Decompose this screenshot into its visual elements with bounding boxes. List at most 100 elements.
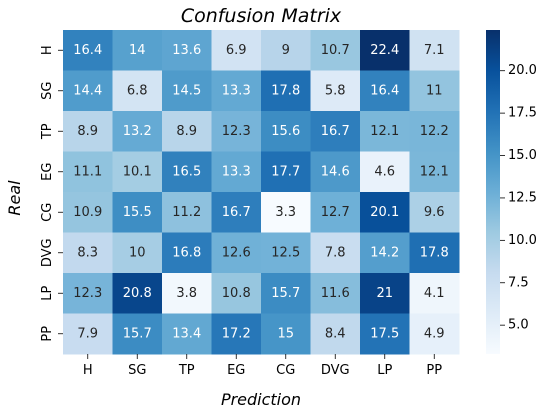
heatmap-cell (360, 192, 410, 233)
x-axis-label: Prediction (221, 390, 301, 409)
heatmap-cell (360, 232, 410, 274)
cell-value-label: 12.1 (420, 164, 449, 179)
heatmap-cell (409, 192, 460, 233)
heatmap-cell (261, 273, 311, 314)
heatmap-cell (211, 151, 262, 193)
heatmap-cell (112, 273, 163, 314)
heatmap-cell (261, 30, 311, 71)
heatmap-cell (112, 232, 163, 274)
y-tick-label: LP (40, 286, 55, 301)
chart-title: Confusion Matrix (181, 5, 342, 27)
cell-value-label: 7.8 (325, 245, 346, 260)
x-tick-label: SG (128, 363, 146, 378)
heatmap-cell (211, 111, 262, 152)
heatmap-cell (360, 273, 410, 314)
cell-value-label: 20.1 (370, 205, 399, 220)
colorbar-tick-label: 10.0 (508, 233, 537, 248)
cell-value-label: 8.9 (77, 124, 98, 139)
cell-value-label: 16.4 (370, 83, 399, 98)
heatmap-cell (211, 192, 262, 233)
x-tick-label: CG (276, 363, 295, 378)
heatmap-cell (360, 151, 410, 193)
cell-value-label: 10.9 (73, 205, 102, 220)
heatmap-cell (261, 313, 311, 355)
cell-value-label: 9 (282, 43, 290, 58)
cell-value-label: 3.3 (275, 205, 296, 220)
heatmap-cell (211, 30, 262, 71)
x-tick-label: H (83, 363, 93, 378)
cell-value-label: 12.3 (73, 286, 102, 301)
heatmap-cell (211, 313, 262, 355)
heatmap-cell (261, 151, 311, 193)
cell-value-label: 14.6 (321, 164, 350, 179)
heatmap-cell (211, 232, 262, 274)
cell-value-label: 11.1 (73, 164, 102, 179)
y-tick-label: SG (40, 82, 55, 100)
heatmap-cell (261, 232, 311, 274)
heatmap-cell (162, 151, 212, 193)
heatmap-cell (63, 70, 113, 112)
heatmap-cell (63, 151, 113, 193)
heatmap-cell (409, 111, 460, 152)
x-tick-label: PP (426, 363, 442, 378)
colorbar-tick-label: 20.0 (508, 63, 537, 78)
heatmap-cell (310, 192, 361, 233)
cell-value-label: 10.1 (123, 164, 152, 179)
cell-value-label: 14.4 (73, 83, 102, 98)
heatmap-cell (310, 70, 361, 112)
cell-value-label: 14 (129, 43, 146, 58)
heatmap-cell (360, 111, 410, 152)
heatmap-cell (112, 192, 163, 233)
x-tick-label: LP (377, 363, 392, 378)
heatmap-cell (360, 313, 410, 355)
cell-value-label: 9.6 (424, 205, 445, 220)
heatmap-cell (310, 151, 361, 193)
heatmap-cell (310, 273, 361, 314)
cell-value-label: 17.2 (222, 326, 251, 341)
heatmap-cells: 16.4 14 13.6 6.9 9 10.7 22.4 7.1 14.4 6.8 14.5 13.3… (63, 30, 460, 355)
cell-value-label: 12.2 (420, 124, 449, 139)
heatmap-cell (360, 30, 410, 71)
heatmap-cell (112, 70, 163, 112)
heatmap-cell (409, 30, 460, 71)
y-tick-label: H (40, 45, 55, 55)
cell-value-label: 17.8 (271, 83, 300, 98)
heatmap-cell (409, 313, 460, 355)
cell-value-label: 15 (277, 326, 294, 341)
heatmap-cell (211, 70, 262, 112)
cell-value-label: 17.7 (271, 164, 300, 179)
cell-value-label: 4.9 (424, 326, 445, 341)
heatmap-cell (162, 313, 212, 355)
cell-value-label: 10.7 (321, 43, 350, 58)
heatmap-cell (409, 232, 460, 274)
cell-value-label: 11.6 (321, 286, 350, 301)
heatmap-cell (63, 313, 113, 355)
cell-value-label: 13.2 (123, 124, 152, 139)
cell-value-label: 16.4 (73, 43, 102, 58)
cell-value-label: 15.6 (271, 124, 300, 139)
heatmap-cell (162, 273, 212, 314)
cell-value-label: 16.7 (222, 205, 251, 220)
cell-value-label: 11.2 (172, 205, 201, 220)
cell-value-label: 11 (426, 83, 443, 98)
heatmap-cell (211, 273, 262, 314)
heatmap-cell (63, 192, 113, 233)
y-axis-label: Real (5, 180, 24, 216)
y-tick-label: DVG (40, 238, 55, 267)
cell-value-label: 4.6 (374, 164, 395, 179)
cell-value-label: 16.5 (172, 164, 201, 179)
colorbar-ticks: 5.0 7.5 10.0 12.5 15.0 17.5 20.0 (500, 63, 537, 333)
heatmap-cell (162, 70, 212, 112)
cell-value-label: 12.6 (222, 245, 251, 260)
colorbar-tick-label: 17.5 (508, 106, 537, 121)
cell-value-label: 12.5 (271, 245, 300, 260)
cell-value-label: 10.8 (222, 286, 251, 301)
x-tick-label: EG (227, 363, 245, 378)
cell-value-label: 6.8 (127, 83, 148, 98)
cell-value-label: 15.5 (123, 205, 152, 220)
heatmap-cell (409, 151, 460, 193)
colorbar-tick-label: 7.5 (508, 275, 529, 290)
y-tick-label: PP (40, 326, 55, 342)
colorbar-tick-label: 5.0 (508, 318, 529, 333)
cell-value-label: 13.4 (172, 326, 201, 341)
